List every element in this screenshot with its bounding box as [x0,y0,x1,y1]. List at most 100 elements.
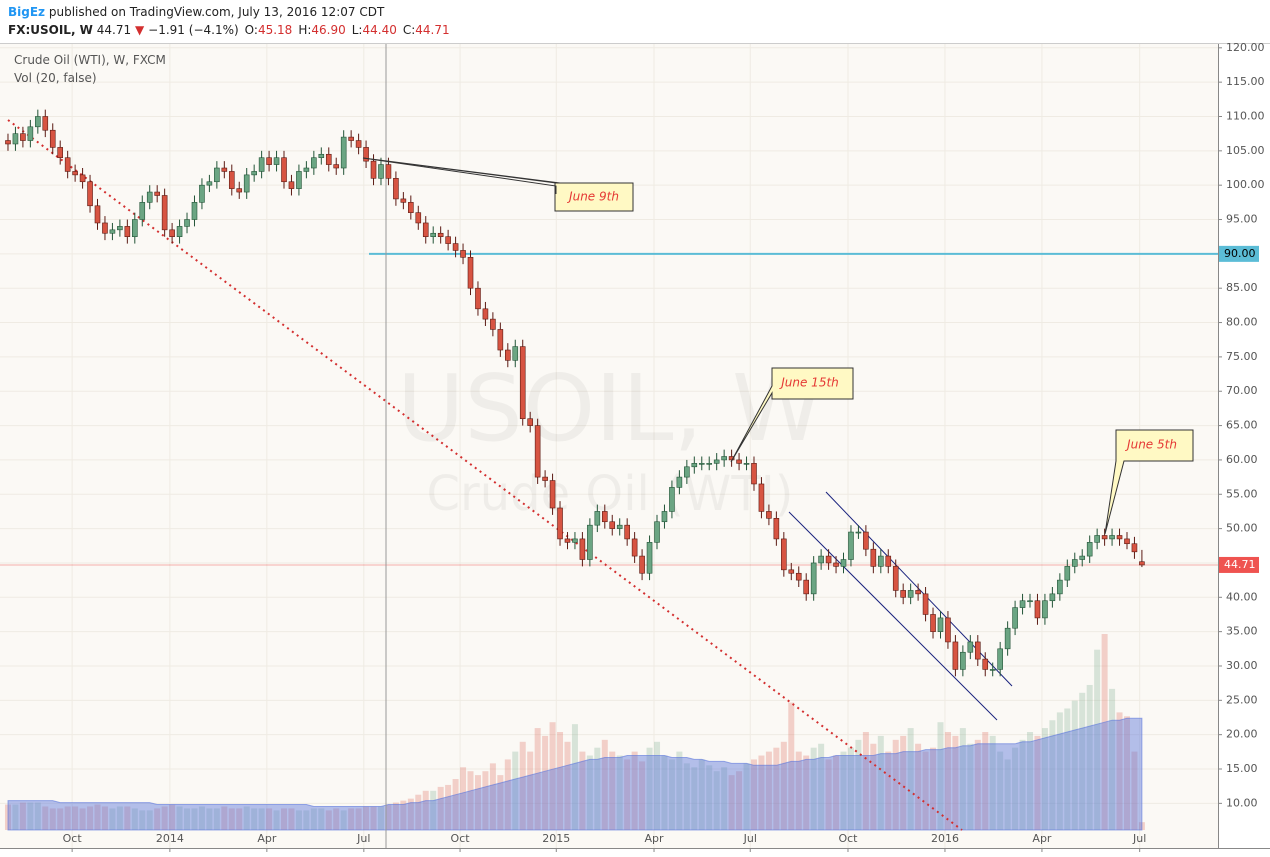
x-tick-label: Oct [63,832,83,845]
candle-body [967,641,974,653]
volume-bar [1049,720,1056,830]
volume-bar [795,751,802,830]
volume-bar [982,732,989,830]
volume-bar [1071,700,1078,830]
volume-bar [728,775,735,830]
candle-body [825,555,832,564]
author[interactable]: BigEz [8,5,45,19]
candle-body [355,140,362,148]
volume-bar [519,741,526,830]
x-tick-label: Jul [356,832,370,845]
candle-body [1139,561,1145,566]
candle-body [676,476,683,488]
volume-bar [833,755,840,830]
candle-body [27,126,34,141]
callout[interactable]: June 15th [730,367,854,463]
volume-bar [997,751,1004,830]
candle-body [49,129,56,148]
volume-bar [609,751,616,830]
candle-body [214,167,220,183]
candle-body [624,524,630,540]
candle-body [601,511,608,523]
candle-body [385,164,392,179]
candle-body [818,555,824,564]
callout[interactable]: June 9th [362,157,634,212]
volume-bar [213,808,220,830]
volume-bar [154,808,161,830]
y-tick-label: 110.00 [1226,109,1265,122]
candles [5,109,1145,677]
volume-bar [825,759,832,830]
trend-line[interactable] [7,119,963,831]
y-tick-label: 95.00 [1226,213,1258,226]
volume-bar [370,806,377,830]
volume-bar [1064,708,1071,830]
candle-body [132,219,138,237]
candle-body [430,232,437,237]
volume-bar [773,747,780,830]
candle-body [363,147,369,162]
volume-bar [198,806,205,830]
channel-line[interactable] [788,511,998,721]
candle-body [1042,600,1048,619]
candle-body [616,524,623,529]
volume-bar [512,751,519,830]
candle-body [609,521,616,529]
volume-bar [101,806,108,830]
candle-body [236,188,243,193]
candle-body [997,648,1003,670]
x-tick-label: 2015 [542,832,570,845]
volume-bar [109,808,116,830]
candle-body [907,590,914,598]
candle-body [974,641,981,660]
volume-bar [467,771,474,830]
volume-bar [788,702,795,830]
volume-bar [392,802,399,830]
volume-bar [1123,716,1130,830]
candle-body [870,548,877,567]
callout[interactable]: June 5th [1104,429,1194,535]
volume-bar [169,804,176,830]
candle-body [1064,566,1071,581]
volume-bar [967,743,974,830]
candle-body [788,569,795,574]
candle-body [340,136,347,169]
candle-body [42,116,49,131]
candle-body [139,202,146,220]
candle-body [243,174,250,193]
volume-bar [1086,684,1093,830]
candle-body [184,219,190,227]
volume-bar [221,806,228,830]
candle-body [848,531,854,560]
candle-body [199,184,205,203]
candle-body [698,463,705,465]
candle-body [885,555,892,567]
volume-bar [377,806,384,830]
y-tick-label: 70.00 [1226,384,1258,397]
volume-bar [266,808,273,830]
volume-bar [668,759,675,830]
volume-bar [422,790,429,830]
ohlc-value: 45.18 [258,23,292,37]
candle-body [922,593,929,615]
volume-bar [907,728,914,830]
x-tick-label: Apr [257,832,277,845]
candle-body [684,466,690,478]
candle-body [1109,535,1115,540]
candle-body [661,511,668,523]
volume-bar [131,808,138,830]
x-tick-label: Oct [838,832,858,845]
y-tick-label: 85.00 [1226,281,1258,294]
candle-body [221,167,228,172]
y-tick-label: 65.00 [1226,419,1258,432]
channel-line[interactable] [825,491,1013,687]
volume-bar [706,765,713,830]
candle-body [579,538,586,560]
volume-bar [750,759,757,830]
volume-bar [892,739,899,830]
candle-body [1086,542,1093,557]
change-arrow: ▼ [135,23,145,37]
candle-body [840,559,847,567]
candle-body [422,222,429,237]
volume-bar [228,808,235,830]
